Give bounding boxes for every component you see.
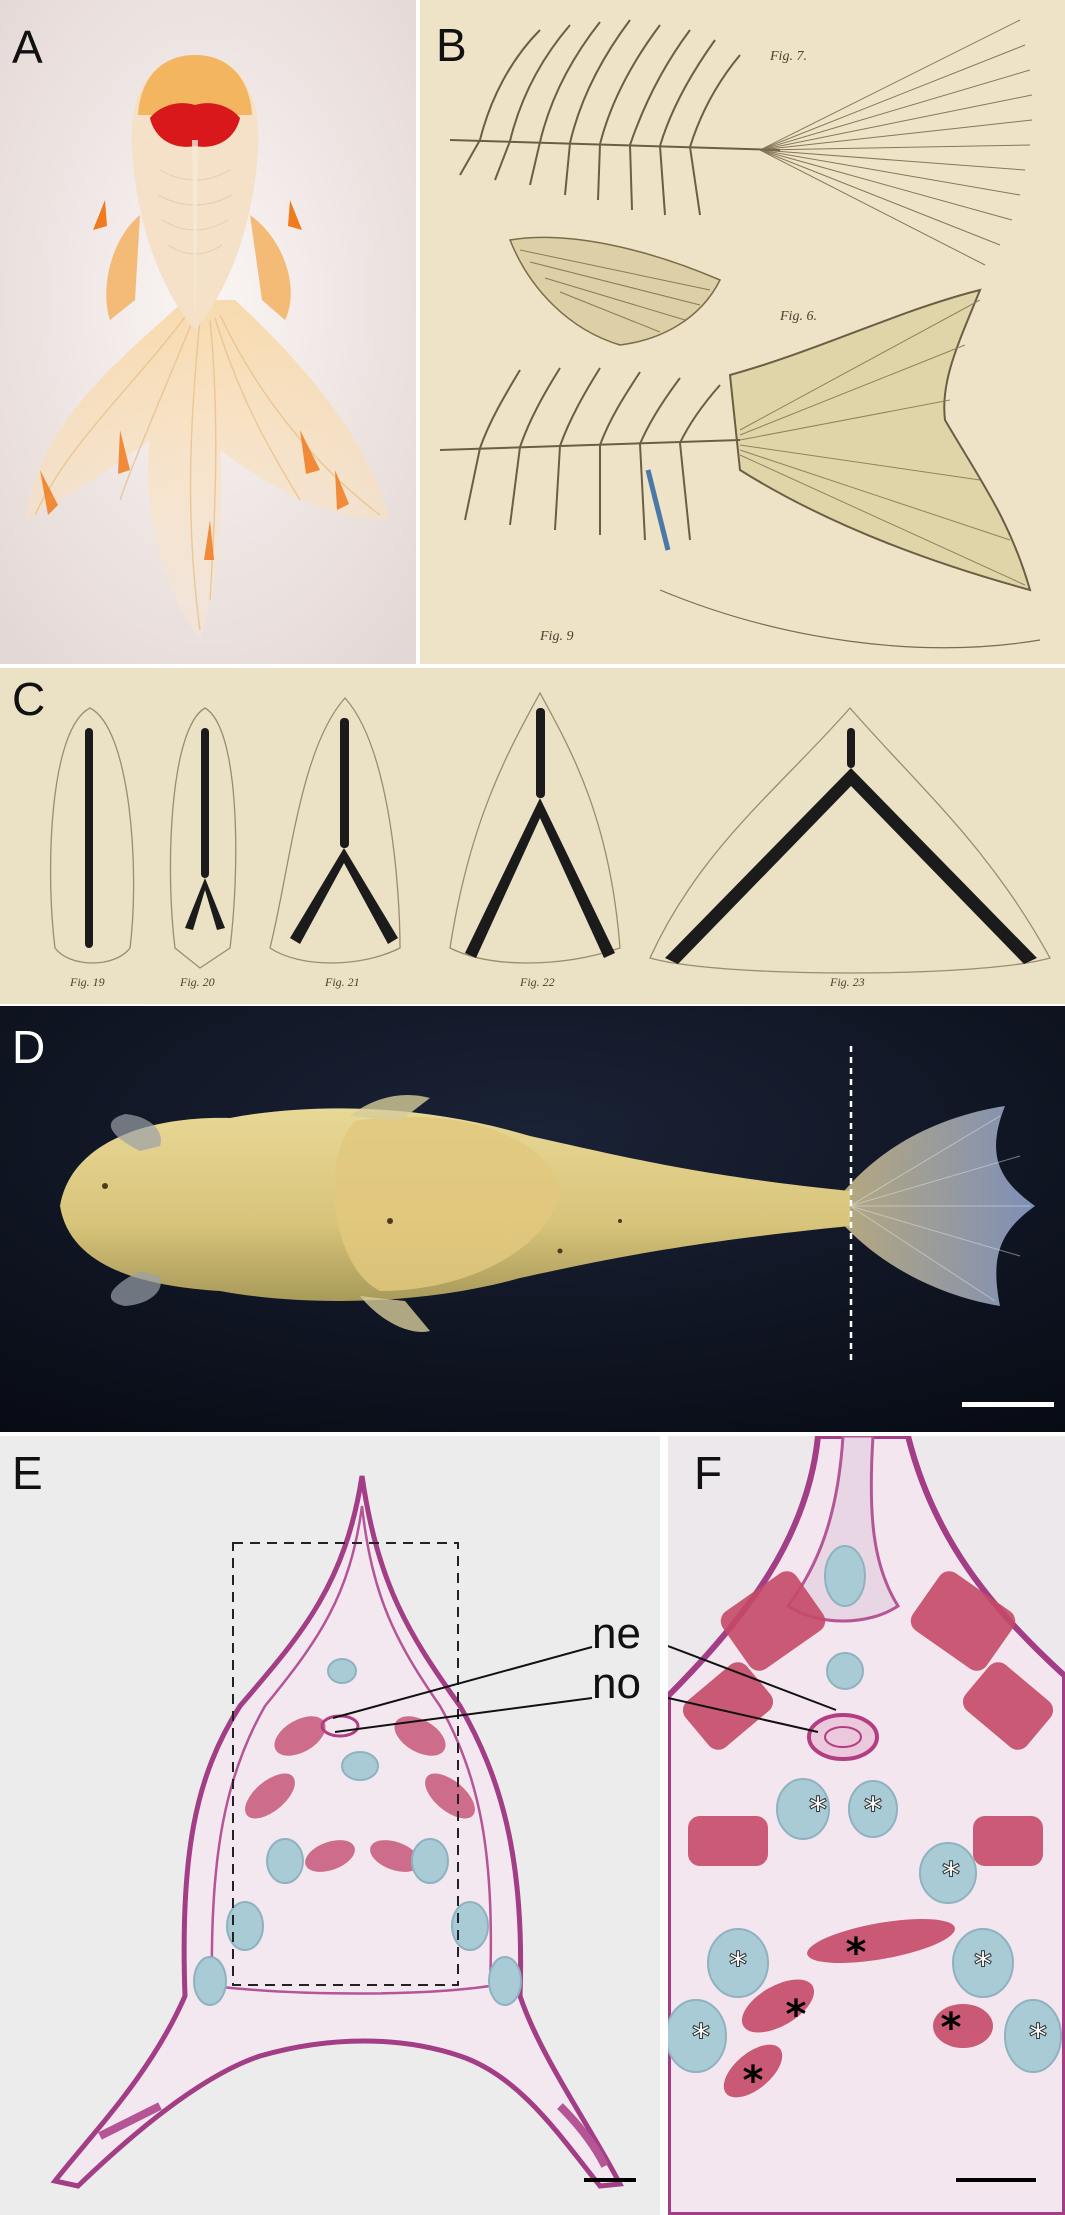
histology-section-e bbox=[0, 1436, 660, 2215]
plate-c-fig21-label: Fig. 21 bbox=[324, 975, 360, 989]
asterisk-black-3: * bbox=[941, 2005, 962, 2051]
panel-a-goldfish-photo bbox=[0, 0, 416, 664]
juvenile-fish-illustration bbox=[0, 1006, 1065, 1432]
asterisk-black-4: * bbox=[743, 2058, 764, 2104]
scale-bar-f bbox=[956, 2178, 1036, 2182]
annotation-ne: ne bbox=[592, 1609, 641, 1658]
cross-section-drawings: Fig. 19 Fig. 20 Fig. 21 Fig. 22 Fig. 23 bbox=[0, 668, 1065, 1004]
asterisk-white-7: * bbox=[1029, 2017, 1047, 2057]
plate-b-fig7-label: Fig. 7. bbox=[769, 49, 807, 64]
asterisk-black-2: * bbox=[786, 1992, 807, 2038]
asterisk-white-3: * bbox=[942, 1855, 960, 1895]
no-leader-line bbox=[334, 1697, 593, 1733]
blue-highlight bbox=[645, 469, 671, 551]
asterisk-black-1: * bbox=[846, 1930, 867, 1976]
skeleton-drawing: Fig. 6. Fig. 7. Fig. 9 bbox=[420, 0, 1065, 664]
asterisk-white-6: * bbox=[692, 2017, 710, 2057]
asterisk-white-1: * bbox=[809, 1790, 827, 1830]
plate-c-fig19-label: Fig. 19 bbox=[69, 975, 105, 989]
annotation-no: no bbox=[592, 1659, 641, 1708]
panel-d-fish-photo bbox=[0, 1006, 1065, 1432]
panel-b-skeleton-plate: Fig. 6. Fig. 7. Fig. 9 bbox=[420, 0, 1065, 664]
panel-label-e: E bbox=[12, 1447, 43, 1499]
asterisk-white-4: * bbox=[729, 1945, 747, 1985]
histology-section-f: * * * * * * * * * * * bbox=[668, 1436, 1065, 2215]
panel-e-histology bbox=[0, 1436, 660, 2215]
plate-b-fig6-label: Fig. 6. bbox=[779, 309, 817, 324]
panel-label-a: A bbox=[12, 21, 43, 73]
scale-bar-e bbox=[584, 2178, 636, 2182]
plate-c-fig20-label: Fig. 20 bbox=[179, 975, 215, 989]
panel-f-histology-zoom: * * * * * * * * * * * bbox=[668, 1436, 1065, 2215]
goldfish-illustration bbox=[0, 0, 416, 664]
ne-leader-line bbox=[332, 1646, 593, 1719]
asterisk-white-2: * bbox=[864, 1790, 882, 1830]
plate-c-fig22-label: Fig. 22 bbox=[519, 975, 555, 989]
plate-c-fig23-label: Fig. 23 bbox=[829, 975, 865, 989]
plate-b-fig9-label: Fig. 9 bbox=[539, 629, 573, 644]
zoom-box bbox=[232, 1542, 459, 1986]
panel-label-d: D bbox=[12, 1021, 46, 1073]
panel-label-c: C bbox=[12, 673, 46, 725]
panel-label-f: F bbox=[694, 1447, 723, 1499]
panel-label-b: B bbox=[436, 19, 467, 71]
panel-c-cross-section-plate: Fig. 19 Fig. 20 Fig. 21 Fig. 22 Fig. 23 bbox=[0, 668, 1065, 1004]
asterisk-white-5: * bbox=[974, 1945, 992, 1985]
scale-bar-d bbox=[962, 1402, 1054, 1407]
